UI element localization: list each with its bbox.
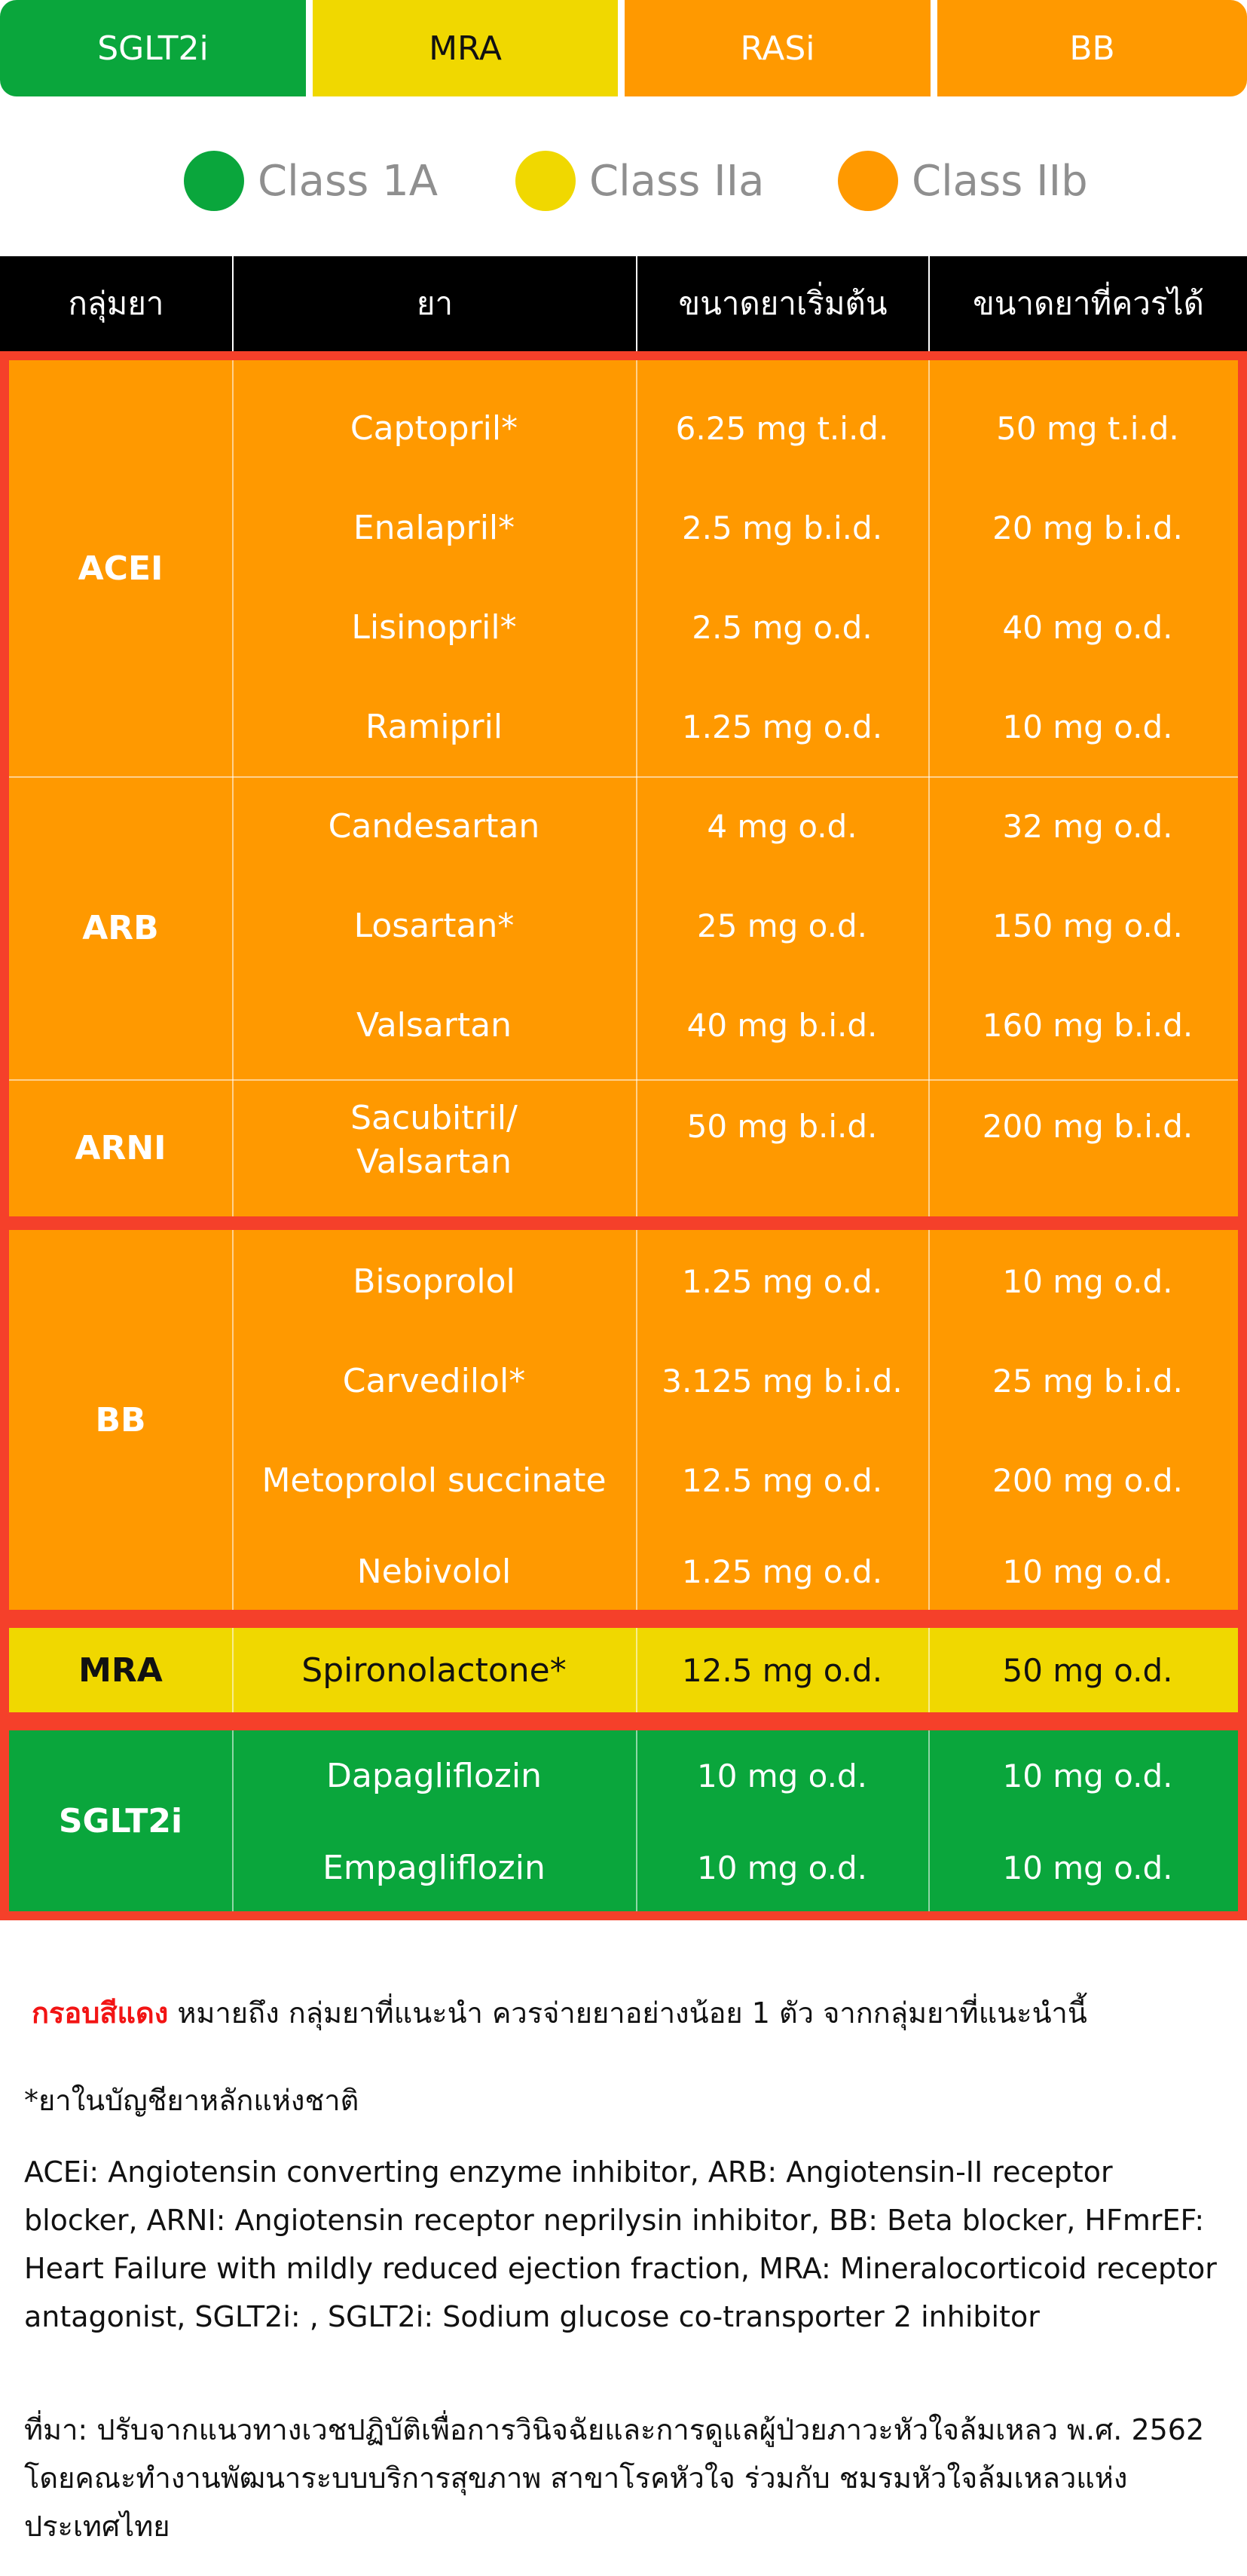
target-dose: 200 mg b.i.d. [982, 1107, 1194, 1145]
drug-class-tabs: SGLT2i MRA RASi BB [0, 0, 1247, 96]
legend-item-class-2b: Class IIb [838, 149, 1088, 213]
drug-name: Lisinopril* [351, 607, 517, 647]
group-rasi-frame: ACEI Captopril* 6.25 mg t.i.d. 50 mg t.i… [0, 351, 1247, 1225]
target-dose: 10 mg o.d. [1002, 1553, 1173, 1590]
drug-name-line: Sacubitril/ [350, 1099, 518, 1137]
group-sglt2i-frame: SGLT2i Dapagliflozin 10 mg o.d. 10 mg o.… [0, 1721, 1247, 1920]
starting-dose: 2.5 mg o.d. [692, 608, 873, 646]
group-label-sglt2i: SGLT2i [58, 1801, 183, 1840]
yellow-dot-icon [515, 151, 576, 211]
drug-name: Valsartan [356, 1005, 512, 1045]
target-dose: 50 mg t.i.d. [996, 409, 1179, 447]
target-dose: 10 mg o.d. [1002, 1757, 1173, 1794]
drug-name: Nebivolol [356, 1552, 512, 1591]
starting-dose: 1.25 mg o.d. [681, 1262, 883, 1300]
target-dose: 10 mg o.d. [1002, 708, 1173, 745]
drug-name: Bisoprolol [353, 1262, 515, 1301]
abbreviations-note: ACEi: Angiotensin converting enzyme inhi… [24, 2155, 1217, 2333]
legend-label: Class IIa [589, 156, 765, 206]
target-dose: 200 mg o.d. [992, 1461, 1183, 1499]
drug-name: Carvedilol* [342, 1361, 526, 1400]
target-dose: 40 mg o.d. [1002, 608, 1173, 646]
group-label-acei: ACEI [78, 549, 164, 588]
target-dose: 25 mg b.i.d. [992, 1362, 1183, 1400]
starting-dose: 4 mg o.d. [707, 807, 857, 845]
starting-dose: 25 mg o.d. [696, 907, 868, 944]
legend-item-class-1a: Class 1A [184, 149, 438, 213]
table-header: กลุ่มยา ยา ขนาดยาเริ่มต้น ขนาดยาที่ควรได… [0, 256, 1247, 351]
starting-dose: 6.25 mg t.i.d. [675, 409, 889, 447]
legend-label: Class IIb [912, 156, 1088, 206]
group-label-arb: ARB [82, 908, 159, 947]
tab-rasi: RASi [625, 0, 931, 96]
tab-sglt2i: SGLT2i [0, 0, 306, 96]
red-frame-text: หมายถึง กลุ่มยาที่แนะนำ ควรจ่ายยาอย่างน้… [168, 1996, 1087, 2030]
starting-dose: 1.25 mg o.d. [681, 708, 883, 745]
starting-dose: 10 mg o.d. [696, 1849, 868, 1886]
drug-name: Enalapril* [353, 508, 515, 547]
legend-label: Class 1A [258, 156, 439, 206]
target-dose: 32 mg o.d. [1002, 807, 1173, 845]
drug-name: Losartan* [353, 906, 515, 945]
drug-name-line: Valsartan [356, 1143, 512, 1181]
starting-dose: 3.125 mg b.i.d. [662, 1362, 903, 1400]
starting-dose: 10 mg o.d. [696, 1757, 868, 1794]
legend-item-class-2a: Class IIa [515, 149, 764, 213]
tab-bb: BB [937, 0, 1247, 96]
drug-name: Dapagliflozin [326, 1756, 542, 1795]
drug-name: Captopril* [350, 408, 518, 448]
green-dot-icon [184, 151, 244, 211]
column-header-starting-dose: ขนาดยาเริ่มต้น [636, 256, 928, 351]
group-label-mra: MRA [78, 1651, 163, 1690]
starting-dose: 1.25 mg o.d. [681, 1553, 883, 1590]
target-dose: 10 mg o.d. [1002, 1262, 1173, 1300]
drug-name: Spironolactone* [301, 1651, 567, 1690]
drug-name: Metoprolol succinate [261, 1461, 607, 1500]
source-note: ที่มา: ปรับจากแนวทางเวชปฏิบัติเพื่อการวิ… [24, 2413, 1205, 2543]
starting-dose: 2.5 mg b.i.d. [681, 509, 883, 546]
starting-dose: 40 mg b.i.d. [686, 1006, 878, 1044]
target-dose: 160 mg b.i.d. [982, 1006, 1194, 1044]
column-header-target-dose: ขนาดยาที่ควรได้ [928, 256, 1247, 351]
group-mra-frame: MRA Spironolactone* 12.5 mg o.d. 50 mg o… [0, 1619, 1247, 1721]
column-header-group: กลุ่มยา [68, 285, 164, 322]
orange-dot-icon [838, 151, 898, 211]
starting-dose: 12.5 mg o.d. [681, 1461, 883, 1499]
red-frame-note: กรอบสีแดง หมายถึง กลุ่มยาที่แนะนำ ควรจ่า… [32, 1990, 1087, 2036]
drug-name: Candesartan [328, 806, 540, 846]
group-label-bb: BB [95, 1400, 146, 1439]
class-legend: Class 1A Class IIa Class IIb [0, 136, 1247, 226]
tab-mra: MRA [313, 0, 618, 96]
target-dose: 10 mg o.d. [1002, 1849, 1173, 1886]
drug-name: Ramipril [365, 707, 503, 746]
red-frame-label: กรอบสีแดง [32, 1996, 169, 2030]
starting-dose: 50 mg b.i.d. [686, 1107, 878, 1145]
starting-dose: 12.5 mg o.d. [681, 1651, 883, 1689]
target-dose: 50 mg o.d. [1002, 1651, 1173, 1689]
column-header-drug: ยา [232, 256, 636, 351]
drug-name: Sacubitril/ Valsartan [232, 1084, 636, 1197]
drug-name: Empagliflozin [322, 1848, 546, 1887]
essential-drug-list-note: *ยาในบัญชียาหลักแห่งชาติ [24, 2084, 359, 2117]
target-dose: 150 mg o.d. [992, 907, 1183, 944]
group-bb-frame: BB Bisoprolol 1.25 mg o.d. 10 mg o.d. Ca… [0, 1221, 1247, 1619]
target-dose: 20 mg b.i.d. [992, 509, 1183, 546]
group-label-arni: ARNI [75, 1128, 167, 1167]
